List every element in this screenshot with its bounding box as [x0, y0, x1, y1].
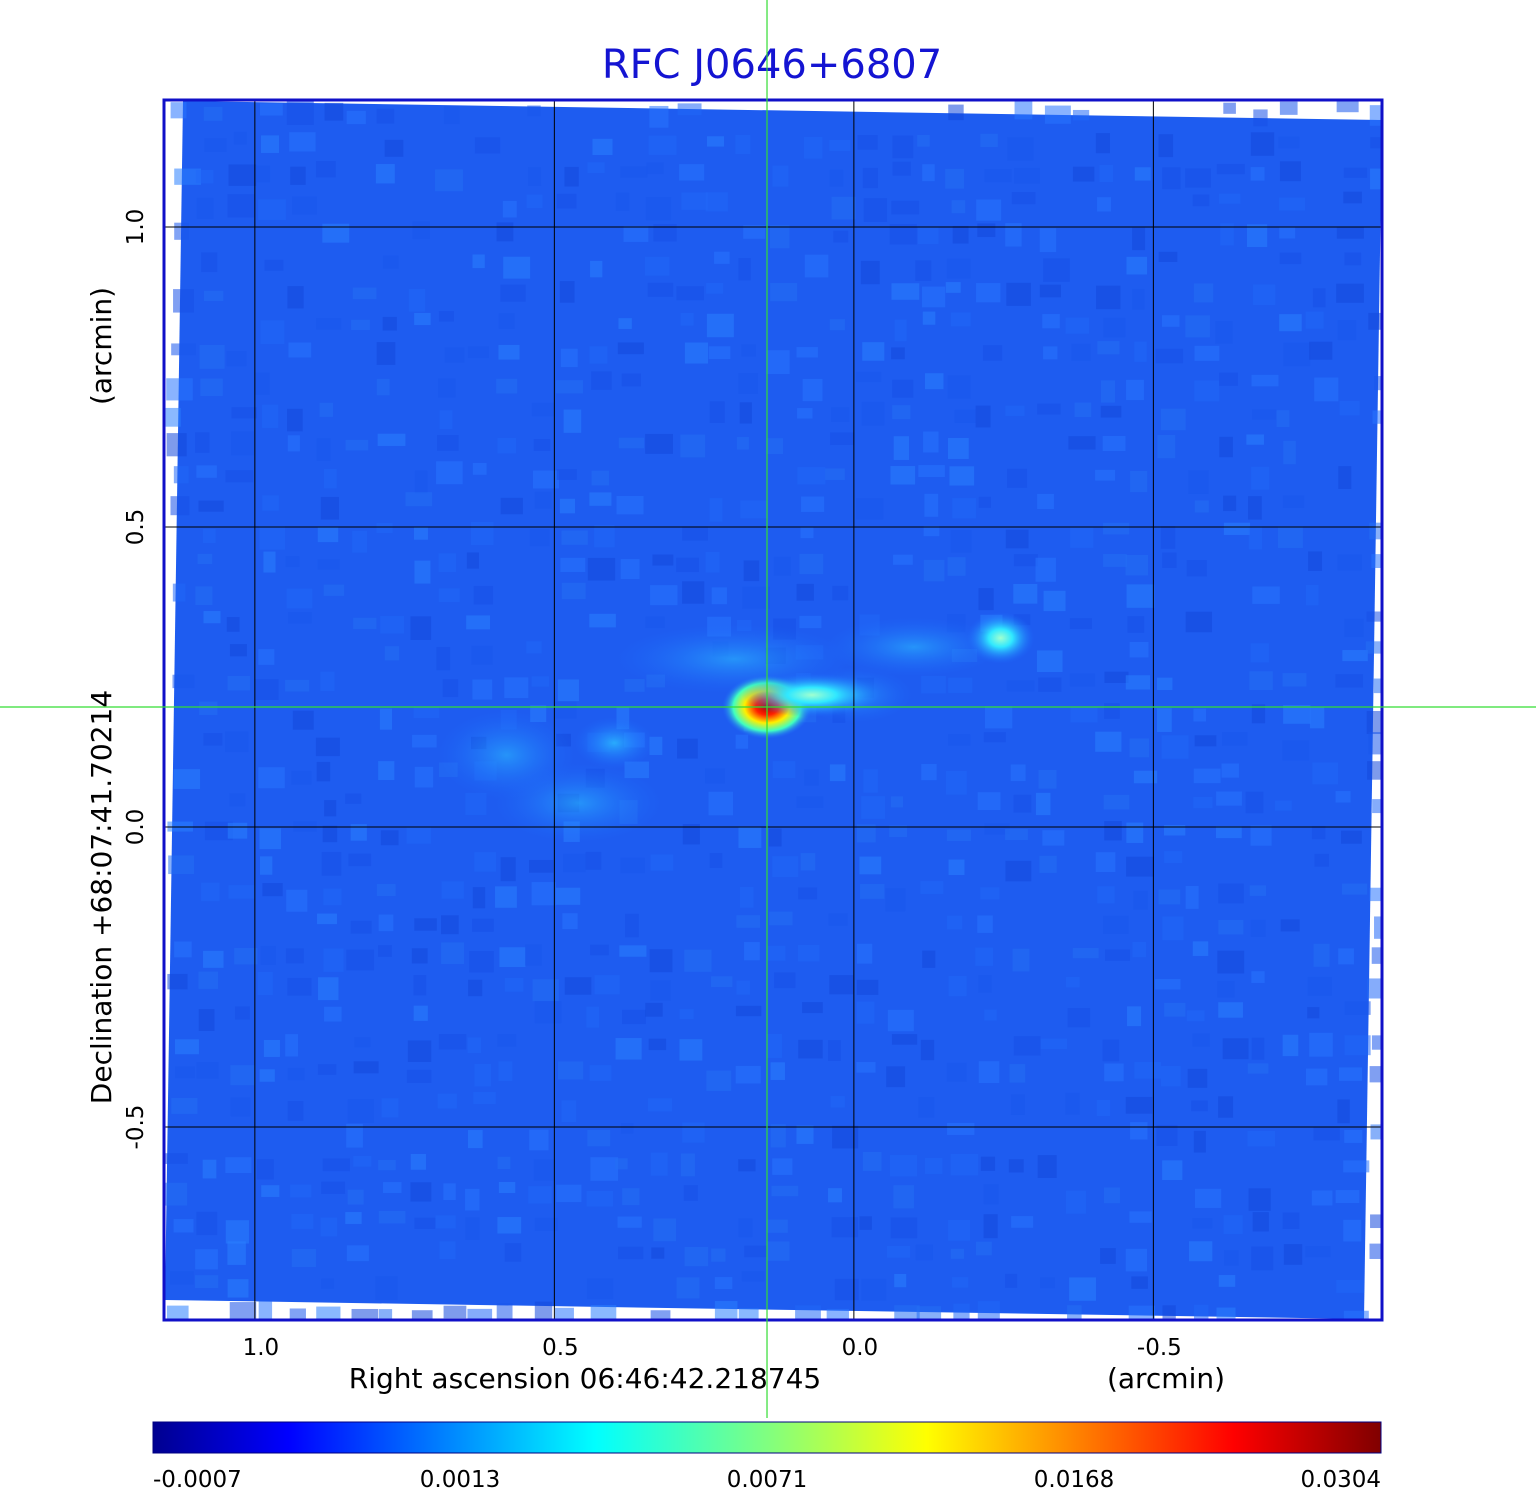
colorbar-tick-label-1: 0.0013 [420, 1467, 500, 1493]
x-tick-label-3: -0.5 [1137, 1335, 1182, 1361]
diffuse-emission-1 [493, 763, 664, 843]
colorbar-tick-label-4: 0.0304 [1301, 1467, 1381, 1493]
plot-frame [162, 98, 1384, 1322]
y-axis-label: Declination +68:07:41.70214 [85, 690, 118, 1104]
chart-title: RFC J0646+6807 [602, 42, 942, 88]
y-tick-label-1: 0.5 [123, 509, 149, 546]
colorbar-tick-label-2: 0.0071 [727, 1467, 807, 1493]
colorbar-tick-label-3: 0.0168 [1034, 1467, 1114, 1493]
colorbar [152, 1421, 1382, 1454]
image-area [165, 101, 1381, 1319]
x-tick-label-2: 0.0 [842, 1335, 879, 1361]
x-axis-label: Right ascension 06:46:42.218745 [349, 1362, 821, 1395]
colorbar-tick-label-0: -0.0007 [153, 1467, 242, 1493]
y-tick-label-3: -0.5 [123, 1105, 149, 1150]
source-2 [966, 612, 1035, 664]
source-3 [574, 717, 655, 769]
x-tick-label-1: 0.5 [542, 1335, 579, 1361]
diffuse-emission-3 [823, 617, 1004, 677]
image-noise [165, 101, 1381, 1319]
x-axis-unit: (arcmin) [1107, 1362, 1225, 1395]
source-1 [741, 673, 882, 717]
y-tick-label-2: 0.0 [123, 809, 149, 846]
grid [165, 101, 1381, 1319]
y-tick-label-0: 1.0 [123, 209, 149, 246]
y-axis-unit: (arcmin) [85, 287, 118, 405]
x-tick-label-0: 1.0 [243, 1335, 280, 1361]
